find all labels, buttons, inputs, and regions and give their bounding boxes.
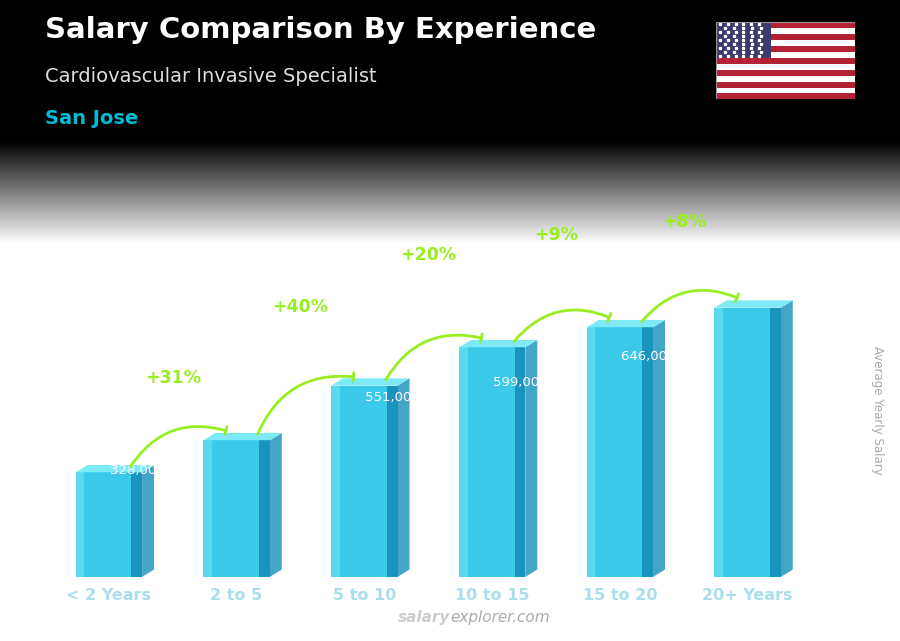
Bar bbox=[716, 94, 855, 99]
Polygon shape bbox=[653, 320, 665, 577]
Bar bbox=[587, 328, 653, 577]
Polygon shape bbox=[715, 301, 793, 308]
Polygon shape bbox=[398, 378, 410, 577]
Bar bbox=[459, 347, 467, 577]
Text: San Jose: San Jose bbox=[45, 109, 139, 128]
Polygon shape bbox=[526, 340, 537, 577]
Bar bbox=[716, 70, 855, 76]
Bar bbox=[459, 347, 526, 577]
Text: Cardiovascular Invasive Specialist: Cardiovascular Invasive Specialist bbox=[45, 67, 376, 87]
Bar bbox=[331, 386, 340, 577]
Bar bbox=[715, 308, 781, 577]
Polygon shape bbox=[203, 433, 282, 440]
Bar bbox=[203, 440, 270, 577]
Bar bbox=[203, 440, 212, 577]
Polygon shape bbox=[331, 378, 410, 386]
Text: 328,000 USD: 328,000 USD bbox=[110, 464, 197, 477]
Bar bbox=[716, 64, 855, 70]
Text: +20%: +20% bbox=[400, 246, 456, 264]
Bar bbox=[387, 386, 398, 577]
Bar bbox=[716, 46, 855, 52]
Polygon shape bbox=[587, 320, 665, 328]
Bar bbox=[716, 52, 855, 58]
Bar bbox=[331, 386, 398, 577]
Polygon shape bbox=[142, 465, 154, 577]
Text: 551,000 USD: 551,000 USD bbox=[365, 392, 453, 404]
Text: 459,000 USD: 459,000 USD bbox=[238, 417, 325, 430]
Text: Average Yearly Salary: Average Yearly Salary bbox=[871, 346, 884, 474]
Text: 599,000 USD: 599,000 USD bbox=[493, 376, 580, 388]
Bar bbox=[716, 28, 855, 34]
Bar bbox=[76, 472, 85, 577]
Bar bbox=[259, 440, 270, 577]
Bar bbox=[131, 472, 142, 577]
Bar bbox=[643, 328, 653, 577]
Polygon shape bbox=[76, 465, 154, 472]
Bar bbox=[587, 328, 595, 577]
Polygon shape bbox=[270, 433, 282, 577]
Bar bbox=[716, 22, 855, 28]
Polygon shape bbox=[459, 340, 537, 347]
Polygon shape bbox=[781, 301, 793, 577]
Bar bbox=[515, 347, 526, 577]
Text: +9%: +9% bbox=[534, 226, 578, 244]
Bar bbox=[716, 22, 771, 58]
Bar bbox=[716, 88, 855, 94]
Bar bbox=[716, 58, 855, 64]
Text: +31%: +31% bbox=[145, 369, 201, 387]
Text: salary: salary bbox=[398, 610, 450, 625]
Text: +40%: +40% bbox=[273, 297, 328, 315]
Text: 646,000 USD: 646,000 USD bbox=[621, 350, 708, 363]
Text: +8%: +8% bbox=[662, 213, 706, 231]
Bar bbox=[76, 472, 142, 577]
Bar bbox=[715, 308, 723, 577]
Bar bbox=[770, 308, 781, 577]
Bar bbox=[716, 81, 855, 88]
Text: Salary Comparison By Experience: Salary Comparison By Experience bbox=[45, 16, 596, 44]
Text: 251,000 USD: 251,000 USD bbox=[0, 485, 69, 497]
Text: explorer.com: explorer.com bbox=[450, 610, 550, 625]
Bar bbox=[716, 34, 855, 40]
Bar bbox=[716, 76, 855, 81]
Bar bbox=[716, 40, 855, 46]
